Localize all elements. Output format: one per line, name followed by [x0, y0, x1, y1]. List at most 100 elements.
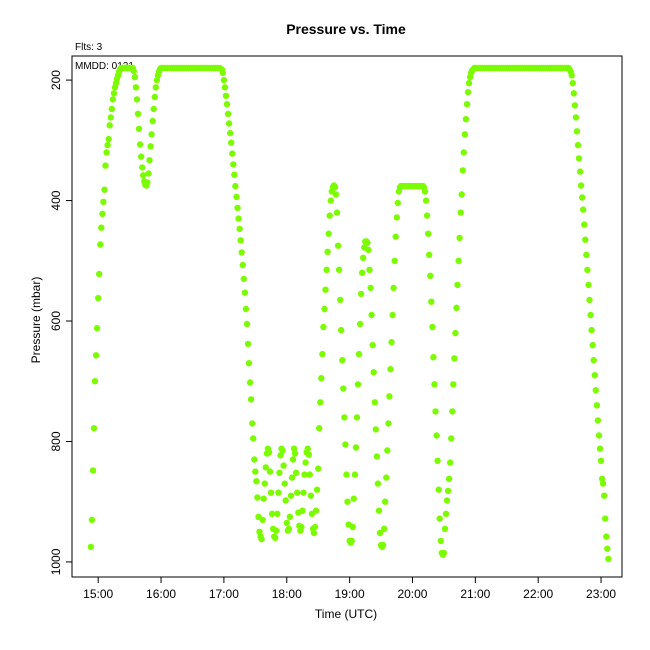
data-point [320, 323, 327, 331]
data-point [568, 72, 575, 79]
data-point [359, 269, 366, 276]
data-point [585, 281, 592, 289]
data-point [349, 523, 356, 531]
data-point [145, 170, 152, 177]
data-point [573, 128, 581, 135]
y-axis: 200 400 600 800 1000 [49, 70, 72, 575]
data-point [448, 435, 455, 442]
data-point [368, 311, 375, 319]
data-point [315, 465, 322, 472]
data-point [221, 84, 229, 91]
data-point [317, 399, 324, 406]
data-point [253, 478, 260, 485]
y-tick-label: 1000 [49, 548, 63, 575]
data-point [312, 507, 320, 514]
data-point [451, 355, 458, 362]
data-point [389, 311, 396, 319]
data-point [422, 197, 430, 204]
x-tick-label: 18:00 [272, 587, 302, 601]
data-point [148, 131, 155, 138]
data-point [348, 537, 355, 545]
data-point [258, 535, 265, 543]
x-tick-label: 23:00 [586, 587, 616, 601]
data-point [290, 445, 298, 452]
data-point [107, 114, 115, 121]
data-point [430, 354, 437, 361]
y-tick-label: 200 [49, 70, 63, 90]
data-point [583, 251, 590, 258]
data-point [227, 129, 234, 137]
data-point [338, 326, 345, 334]
data-point [356, 320, 364, 328]
data-point [90, 425, 98, 432]
data-points [87, 64, 612, 563]
data-point [464, 88, 472, 96]
data-point [343, 471, 350, 478]
data-point [304, 445, 311, 452]
data-point [570, 90, 577, 97]
data-point [279, 447, 286, 454]
data-point [334, 242, 342, 249]
data-point [273, 527, 280, 534]
data-point [572, 114, 580, 121]
data-point [135, 125, 143, 133]
data-point [245, 360, 253, 367]
y-axis-label: Pressure (mbar) [29, 277, 43, 364]
data-point [324, 248, 331, 255]
data-point [601, 492, 608, 499]
data-point [332, 191, 340, 198]
data-point [223, 101, 231, 108]
data-point [219, 69, 227, 77]
data-point [236, 225, 243, 233]
data-point [101, 186, 108, 193]
data-point [437, 537, 444, 545]
data-point [243, 320, 251, 328]
data-point [443, 497, 451, 504]
data-point [103, 149, 110, 156]
data-point [275, 489, 282, 496]
data-point [152, 84, 159, 91]
data-point [381, 525, 388, 532]
plot-frame [71, 55, 623, 578]
y-tick-label: 400 [49, 190, 63, 210]
data-point [440, 549, 448, 557]
data-point [102, 162, 109, 169]
data-point [455, 257, 462, 264]
data-point [335, 266, 343, 273]
data-point [445, 475, 453, 482]
data-point [283, 519, 290, 526]
data-point [134, 110, 142, 118]
data-point [276, 469, 283, 476]
data-point [423, 212, 431, 219]
data-point [580, 206, 587, 213]
data-point [461, 131, 469, 138]
data-point [447, 459, 454, 466]
data-point [300, 489, 307, 496]
data-point [130, 67, 137, 75]
data-point [441, 525, 449, 532]
data-point [305, 451, 312, 458]
data-point [222, 92, 230, 100]
x-tick-label: 21:00 [460, 587, 490, 601]
data-point [235, 215, 242, 222]
data-point [110, 90, 118, 97]
data-point [427, 272, 434, 279]
data-point [150, 105, 157, 113]
data-point [265, 449, 273, 456]
data-point [299, 507, 306, 514]
data-point [104, 141, 111, 149]
data-point [298, 523, 305, 531]
data-point [392, 233, 399, 240]
data-point [331, 184, 339, 191]
data-point [360, 254, 367, 261]
data-point [371, 399, 378, 406]
data-point [387, 366, 394, 373]
data-point [584, 266, 591, 273]
data-point [433, 432, 440, 439]
data-point [247, 396, 255, 403]
data-point [140, 172, 147, 179]
data-point [589, 341, 596, 349]
data-point [288, 474, 296, 481]
data-point [88, 516, 96, 523]
data-point [153, 76, 161, 84]
